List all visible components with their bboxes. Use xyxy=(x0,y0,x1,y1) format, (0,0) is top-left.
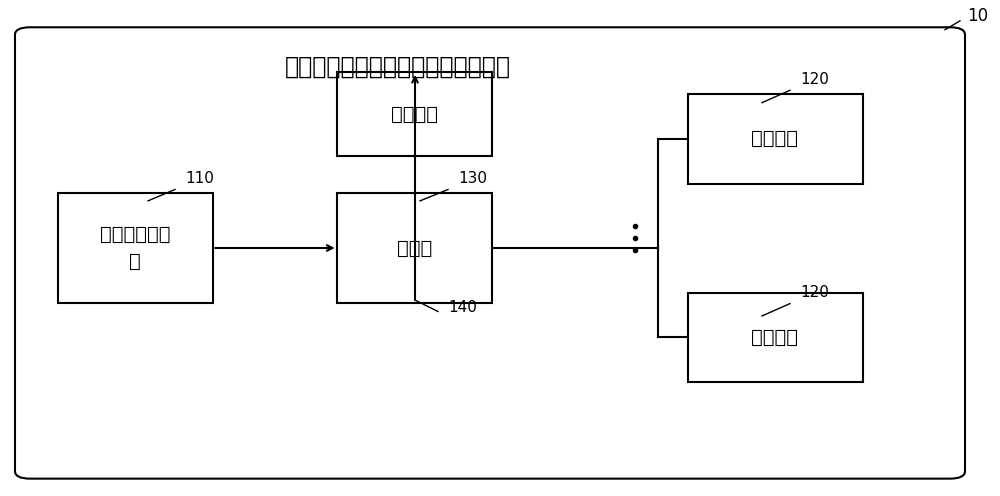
Text: 10: 10 xyxy=(967,7,989,25)
Text: 脉冲电场发生
器: 脉冲电场发生 器 xyxy=(100,225,170,271)
Bar xyxy=(337,193,492,303)
Text: 120: 120 xyxy=(800,285,829,300)
Bar xyxy=(688,94,862,184)
Text: 110: 110 xyxy=(185,171,214,186)
Text: 增强肿瘤治疗场效果的电场发生系统: 增强肿瘤治疗场效果的电场发生系统 xyxy=(285,55,511,79)
Text: 控制器: 控制器 xyxy=(397,239,433,257)
Text: 140: 140 xyxy=(448,300,477,315)
Text: 电极贴片: 电极贴片 xyxy=(752,129,798,148)
Text: 给药装置: 给药装置 xyxy=(392,105,438,124)
Text: 130: 130 xyxy=(458,171,487,186)
FancyBboxPatch shape xyxy=(15,27,965,479)
Text: 120: 120 xyxy=(800,72,829,87)
Bar xyxy=(337,72,492,156)
Text: 电极贴片: 电极贴片 xyxy=(752,328,798,347)
Bar xyxy=(688,293,862,382)
Bar xyxy=(58,193,213,303)
